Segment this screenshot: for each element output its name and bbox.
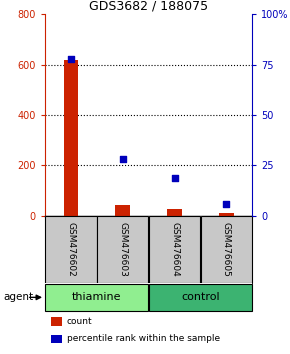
Bar (115, 205, 130, 216)
Point (224, 201, 229, 207)
Bar (167, 209, 182, 216)
FancyBboxPatch shape (201, 216, 252, 283)
FancyBboxPatch shape (45, 216, 97, 283)
Text: GSM476605: GSM476605 (222, 222, 231, 277)
Bar (64, 59, 78, 216)
Text: percentile rank within the sample: percentile rank within the sample (67, 334, 220, 343)
Point (172, 175, 177, 181)
Text: count: count (67, 316, 92, 326)
Text: GSM476603: GSM476603 (118, 222, 127, 277)
Text: agent: agent (3, 292, 33, 302)
FancyBboxPatch shape (149, 284, 252, 311)
Point (68, 56, 73, 61)
Text: GSM476604: GSM476604 (170, 222, 179, 277)
Text: GSM476602: GSM476602 (66, 222, 75, 277)
FancyBboxPatch shape (45, 284, 148, 311)
FancyBboxPatch shape (149, 216, 200, 283)
Bar (219, 213, 234, 216)
Text: thiamine: thiamine (72, 292, 122, 302)
Title: GDS3682 / 188075: GDS3682 / 188075 (89, 0, 208, 13)
Point (120, 156, 125, 162)
Text: control: control (181, 292, 220, 302)
FancyBboxPatch shape (97, 216, 148, 283)
